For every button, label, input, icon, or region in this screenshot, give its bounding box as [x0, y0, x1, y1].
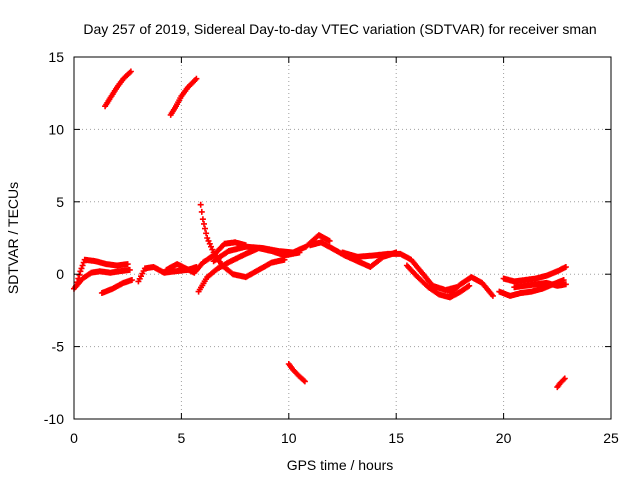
series-arc-4: [554, 375, 568, 391]
series-arc-9: [163, 239, 249, 276]
series-arc-12: [210, 232, 333, 265]
series-arc-15: [403, 262, 473, 301]
data-point-markers: [500, 264, 569, 285]
series-arc-3: [285, 361, 308, 385]
series-arc-1: [102, 68, 134, 110]
data-point-markers: [554, 375, 568, 391]
series-arc-16: [446, 274, 496, 299]
series-arc-10: [197, 201, 288, 281]
data-point-markers: [163, 239, 249, 276]
x-tick-label: 15: [388, 430, 404, 446]
x-axis-title: GPS time / hours: [287, 457, 394, 473]
series-arc-14: [339, 249, 460, 294]
data-point-markers: [102, 68, 134, 110]
grid-lines: [74, 57, 611, 419]
series-arc-18: [500, 264, 569, 285]
data-point-markers: [511, 279, 569, 291]
x-tick-label: 0: [70, 430, 78, 446]
x-tick-label: 20: [496, 430, 512, 446]
series-arc-19: [511, 279, 569, 291]
y-tick-label: 10: [48, 121, 64, 137]
data-point-markers: [285, 361, 308, 385]
series-arc-2: [167, 75, 200, 118]
x-tick-label: 10: [281, 430, 297, 446]
y-tick-label: -5: [52, 339, 65, 355]
series-arc-7: [98, 277, 135, 296]
x-tick-label: 5: [178, 430, 186, 446]
plot-frame: [73, 56, 612, 420]
data-series: [71, 68, 569, 391]
y-tick-label: -10: [44, 411, 64, 427]
chart-title: Day 257 of 2019, Sidereal Day-to-day VTE…: [83, 21, 596, 37]
x-tick-label: 25: [603, 430, 619, 446]
data-point-markers: [210, 232, 333, 265]
y-axis-title: SDTVAR / TECUs: [5, 182, 21, 294]
data-point-markers: [167, 75, 200, 118]
data-point-markers: [446, 274, 496, 299]
data-point-markers: [197, 201, 288, 281]
y-tick-label: 0: [56, 266, 64, 282]
data-point-markers: [98, 277, 135, 296]
axis-ticks: 0 5 10 15 20 25 -10 -5 0 5 10 15: [44, 49, 619, 446]
y-tick-label: 5: [56, 194, 64, 210]
y-tick-label: 15: [48, 49, 64, 65]
data-point-markers: [403, 262, 473, 301]
data-point-markers: [339, 249, 460, 294]
